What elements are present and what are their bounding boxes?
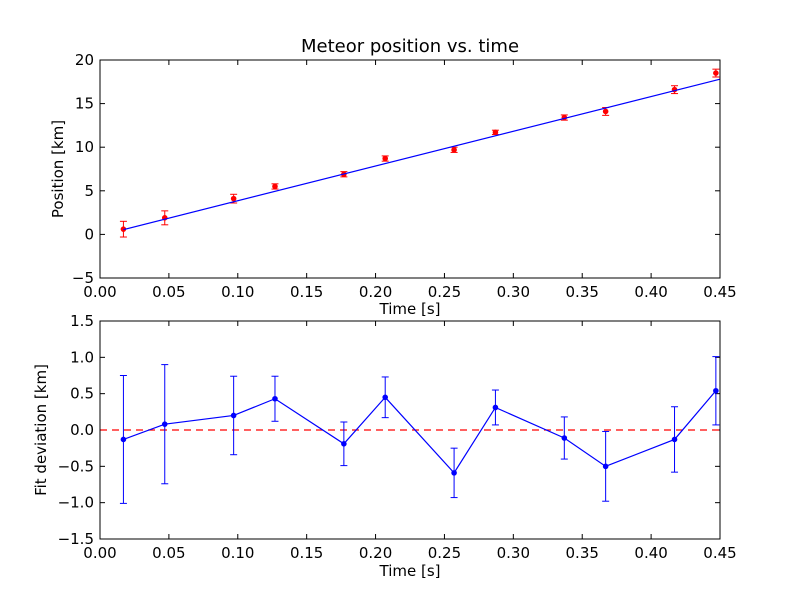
y-tick-label: 1.5 <box>70 312 94 330</box>
x-tick-label: 0.05 <box>152 544 185 562</box>
data-point <box>272 395 278 402</box>
data-point <box>602 108 609 115</box>
data-point <box>451 470 457 476</box>
x-tick-label: 0.25 <box>428 283 461 301</box>
x-tick-label: 0.10 <box>221 544 254 562</box>
x-axis-label: Time [s] <box>379 300 441 318</box>
x-tick-label: 0.40 <box>634 544 667 562</box>
y-axis-label: Fit deviation [km] <box>32 364 50 496</box>
y-tick-label: 15 <box>75 95 94 113</box>
data-point <box>230 195 237 202</box>
data-point <box>451 147 457 153</box>
x-tick-label: 0.15 <box>290 283 323 301</box>
data-point <box>341 441 347 447</box>
data-point <box>602 463 609 470</box>
x-tick-label: 0.30 <box>497 544 530 562</box>
y-tick-label: 0 <box>84 225 94 243</box>
x-axis-label: Time [s] <box>379 562 441 580</box>
y-tick-label: −1.0 <box>58 494 94 512</box>
y-tick-label: 0.5 <box>70 385 94 403</box>
y-axis-label: Position [km] <box>49 120 67 218</box>
y-tick-label: −5 <box>72 269 94 287</box>
x-tick-label: 0.45 <box>703 544 736 562</box>
data-point <box>161 421 168 427</box>
data-point <box>382 394 389 401</box>
x-tick-label: 0.05 <box>152 283 185 301</box>
data-point <box>671 436 678 443</box>
data-point <box>382 155 389 162</box>
y-tick-label: −1.5 <box>58 530 94 548</box>
chart-title: Meteor position vs. time <box>301 36 519 57</box>
y-tick-label: 0.0 <box>70 421 94 439</box>
x-tick-label: 0.35 <box>566 283 599 301</box>
x-tick-label: 0.15 <box>290 544 323 562</box>
x-tick-label: 0.20 <box>359 544 392 562</box>
data-point <box>272 183 278 190</box>
deviation-chart: 0.00 0.05 0.10 0.15 0.20 0.25 0.30 0.35 0.40 0.45… <box>32 312 737 580</box>
y-tick-label: −0.5 <box>58 457 94 475</box>
data-point <box>561 435 568 441</box>
x-tick-label: 0.25 <box>428 544 461 562</box>
x-tick-label: 0.00 <box>83 283 116 301</box>
deviation-line <box>123 390 717 474</box>
data-point <box>492 404 499 411</box>
plot-frame <box>99 59 721 279</box>
position-chart: Meteor position vs. time 0.00 0.05 0.10 0.1… <box>49 36 737 318</box>
x-tick-label: 0.35 <box>566 544 599 562</box>
y-tick-label: 1.0 <box>70 348 94 366</box>
data-point <box>713 70 719 76</box>
x-tick-label: 0.30 <box>497 283 530 301</box>
plot-frame <box>99 320 721 540</box>
x-tick-label: 0.20 <box>359 283 392 301</box>
fit-line <box>123 78 721 231</box>
x-tick-label: 0.00 <box>83 544 116 562</box>
data-point <box>230 412 237 419</box>
y-tick-label: 10 <box>75 138 94 156</box>
data-point <box>713 387 719 394</box>
y-tick-label: 5 <box>84 182 94 200</box>
data-point <box>492 129 499 136</box>
x-tick-label: 0.10 <box>221 283 254 301</box>
x-tick-label: 0.40 <box>634 283 667 301</box>
y-tick-label: 20 <box>75 51 94 69</box>
data-point <box>120 436 127 443</box>
x-tick-label: 0.45 <box>703 283 736 301</box>
